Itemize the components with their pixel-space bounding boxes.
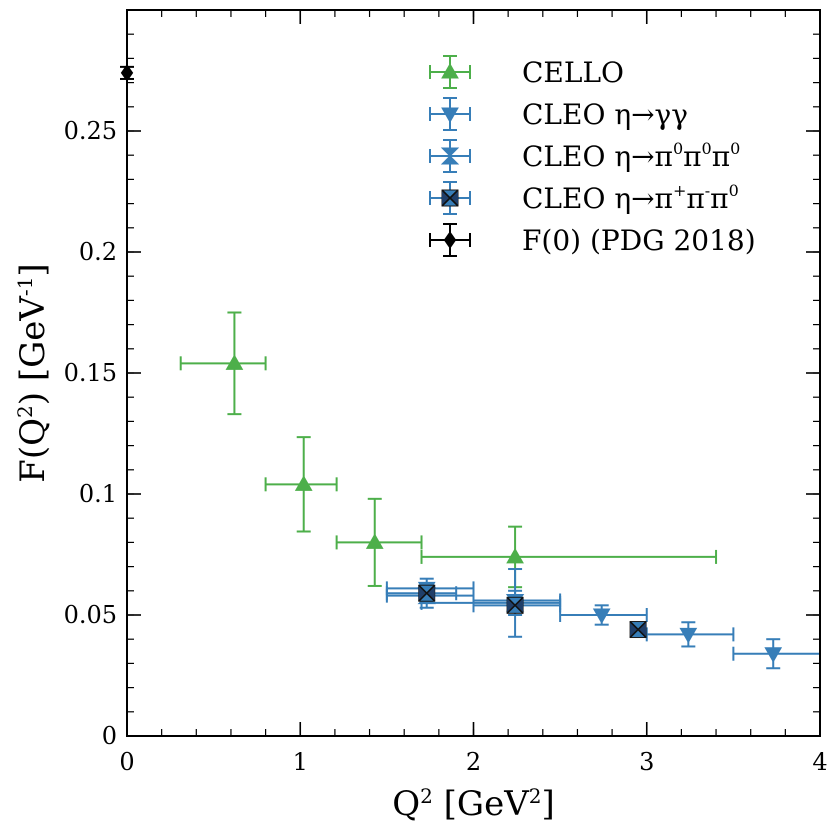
- x-tick-label: 4: [812, 748, 827, 776]
- x-tick-label: 1: [293, 748, 308, 776]
- y-tick-label: 0.15: [64, 359, 117, 387]
- legend-item: CLEO η→π0π0π0: [429, 139, 740, 173]
- data-point: [179, 311, 267, 416]
- data-point: [385, 582, 458, 604]
- legend-marker: [441, 107, 459, 124]
- data-point: [420, 568, 562, 638]
- marker-triangle-down: [764, 647, 783, 663]
- data-point: [629, 620, 647, 639]
- series-3: [385, 582, 647, 639]
- marker-square-x: [418, 584, 436, 602]
- y-tick-label: 0.2: [79, 238, 117, 266]
- plot-area: [120, 64, 820, 670]
- y-tick-label: 0.1: [79, 480, 117, 508]
- series-0: [179, 311, 718, 589]
- data-point: [420, 525, 718, 589]
- marker-triangle-up: [294, 475, 313, 491]
- legend-marker: [441, 62, 459, 79]
- x-tick-label: 0: [119, 748, 134, 776]
- x-tick-label: 3: [639, 748, 654, 776]
- data-point: [264, 436, 338, 533]
- marker-triangle-up: [506, 547, 524, 564]
- legend-label: CLEO η→π+π-π0: [522, 181, 739, 215]
- plot-frame: [126, 9, 821, 737]
- legend-label: CELLO: [522, 56, 624, 89]
- marker-triangle-down: [592, 608, 611, 625]
- marker-triangle-down: [679, 627, 698, 644]
- legend-label: F(0) (PDG 2018): [522, 224, 756, 257]
- data-point: [472, 594, 562, 616]
- data-point: [732, 638, 820, 670]
- marker-triangle-up: [225, 354, 244, 370]
- legend-marker: [441, 189, 459, 207]
- legend-label: CLEO η→π0π0π0: [522, 139, 740, 173]
- series-1: [385, 577, 820, 670]
- y-tick-label: 0: [102, 722, 117, 750]
- y-axis-label: F(Q2) [GeV-1]: [13, 263, 53, 482]
- marker-triangle-up: [365, 533, 384, 549]
- data-point: [645, 621, 735, 648]
- marker-square-x: [506, 596, 524, 614]
- legend-marker: [440, 147, 460, 165]
- legend-marker: [443, 231, 457, 249]
- legend-item: CLEO η→π+π-π0: [429, 181, 739, 215]
- marker-square-x: [629, 620, 647, 639]
- legend-item: CELLO: [429, 55, 624, 89]
- y-tick-label: 0.05: [64, 601, 117, 629]
- x-axis-label: Q2 [GeV2]: [392, 784, 555, 824]
- legend-item: CLEO η→γγ: [429, 97, 688, 131]
- legend-label: CLEO η→γγ: [522, 98, 688, 131]
- x-tick-label: 2: [466, 748, 481, 776]
- axes: 0 1 2 3 4 0 0.05 0.1 0.15 0.2 0.25 Q2 [GeV2] F(Q2) […: [13, 9, 828, 824]
- legend: CELLO CLEO η→γγ CLEO η→π0π0π0 CLEO η→π+π-π0…: [429, 55, 756, 257]
- data-point: [335, 497, 423, 587]
- y-tick-label: 0.25: [64, 117, 117, 145]
- legend-item: F(0) (PDG 2018): [429, 223, 756, 257]
